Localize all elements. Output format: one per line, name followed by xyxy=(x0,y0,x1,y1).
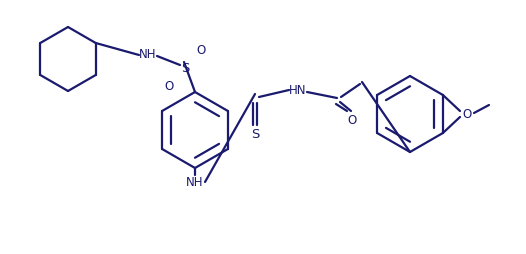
Text: NH: NH xyxy=(139,49,157,61)
Text: HN: HN xyxy=(289,85,307,98)
Text: O: O xyxy=(196,43,206,56)
Text: S: S xyxy=(181,61,189,74)
Text: O: O xyxy=(347,114,357,126)
Text: O: O xyxy=(164,80,174,92)
Text: NH: NH xyxy=(186,176,204,188)
Text: S: S xyxy=(251,128,259,140)
Text: O: O xyxy=(462,107,472,120)
